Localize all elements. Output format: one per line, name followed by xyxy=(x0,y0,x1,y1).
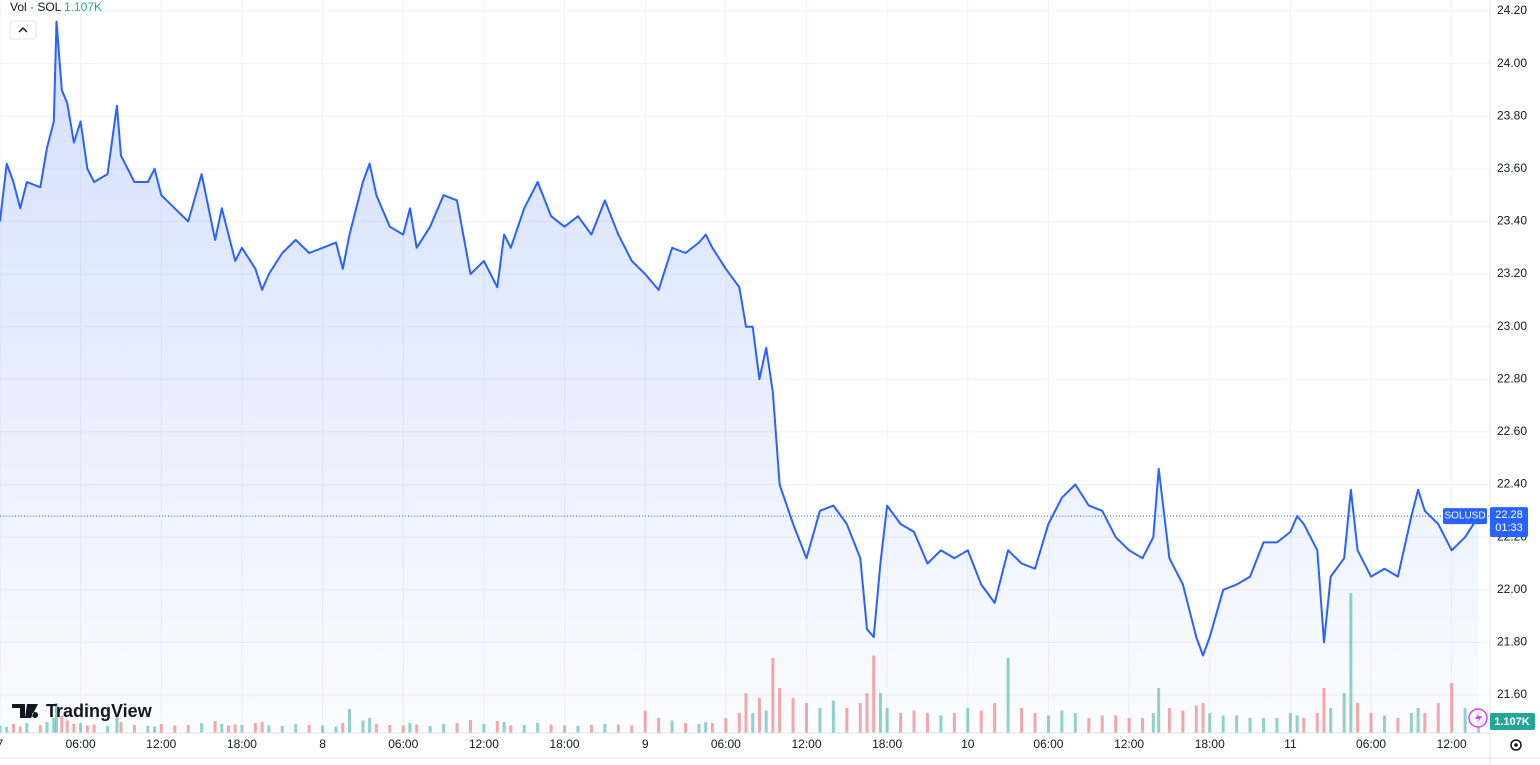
y-tick-label: 22.60 xyxy=(1497,424,1527,438)
x-tick-label: 18:00 xyxy=(872,737,902,751)
y-tick-label: 21.80 xyxy=(1497,635,1527,649)
area-fill xyxy=(0,21,1479,733)
y-tick-label: 21.60 xyxy=(1497,687,1527,701)
y-tick-label: 24.00 xyxy=(1497,56,1527,70)
x-tick-label: 7 xyxy=(0,737,4,751)
x-tick-label: 11 xyxy=(1284,737,1297,751)
volume-value: 1.107K xyxy=(64,0,102,14)
x-tick-label: 12:00 xyxy=(1437,737,1467,751)
price-series xyxy=(0,20,1480,733)
collapse-box[interactable] xyxy=(9,20,37,40)
x-tick-label: 06:00 xyxy=(66,737,96,751)
x-tick-label: 12:00 xyxy=(791,737,821,751)
price-line xyxy=(0,20,1480,657)
symbol-tag xyxy=(1443,508,1487,525)
axes: 21.6021.8022.0022.2022.4022.6022.8023.00… xyxy=(0,3,1535,751)
x-tick-label: 06:00 xyxy=(711,737,741,751)
y-tick-label: 23.40 xyxy=(1497,214,1527,228)
y-tick-label: 23.20 xyxy=(1497,266,1527,280)
alert-icon[interactable] xyxy=(1468,708,1488,728)
settings-icon[interactable] xyxy=(1510,739,1522,751)
x-tick-label: 8 xyxy=(319,737,326,751)
symbol-label: SOLUSD xyxy=(1444,511,1485,522)
x-tick-label: 06:00 xyxy=(388,737,418,751)
brand-logo: TradingView xyxy=(12,701,153,721)
x-tick-label: 18:00 xyxy=(1195,737,1225,751)
y-tick-label: 22.80 xyxy=(1497,371,1527,385)
x-tick-label: 10 xyxy=(961,737,975,751)
volume-title: Vol · SOL xyxy=(10,0,62,14)
price-tag xyxy=(1490,507,1528,538)
x-tick-label: 12:00 xyxy=(1114,737,1144,751)
collapse-button[interactable] xyxy=(9,20,37,40)
y-tick-label: 22.00 xyxy=(1497,582,1527,596)
bolt xyxy=(1475,712,1482,724)
price-tag-label: 22.28 xyxy=(1495,509,1523,521)
chevron-icon xyxy=(18,27,28,33)
x-tick-label: 18:00 xyxy=(550,737,580,751)
brand-name: TradingView xyxy=(46,701,153,721)
y-tick-label: 23.80 xyxy=(1497,108,1527,122)
x-tick-label: 18:00 xyxy=(227,737,257,751)
x-tick-label: 06:00 xyxy=(1033,737,1063,751)
gear-center xyxy=(1514,743,1518,747)
volume-tag xyxy=(1490,713,1535,730)
y-tick-label: 23.60 xyxy=(1497,161,1527,175)
x-tick-label: 12:00 xyxy=(469,737,499,751)
y-tick-label: 23.00 xyxy=(1497,319,1527,333)
x-tick-label: 12:00 xyxy=(146,737,176,751)
countdown-label: 01:33 xyxy=(1495,522,1523,534)
x-tick-label: 9 xyxy=(642,737,649,751)
x-tick-label: 06:00 xyxy=(1356,737,1386,751)
y-tick-label: 24.20 xyxy=(1497,3,1527,17)
logo-mark xyxy=(12,704,39,718)
gear[interactable] xyxy=(1510,739,1522,751)
y-tick-label: 22.40 xyxy=(1497,477,1527,491)
volume-tag-label: 1.107K xyxy=(1494,716,1530,728)
